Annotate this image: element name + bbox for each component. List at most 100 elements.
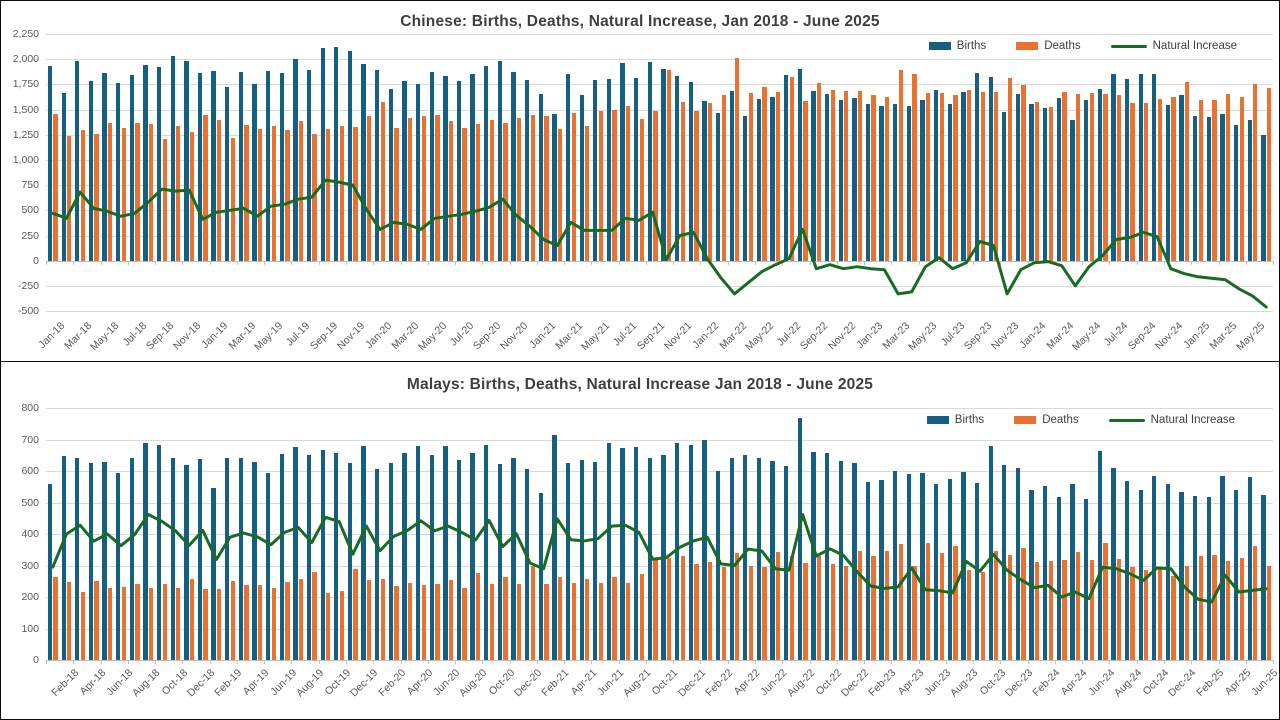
x-axis-tick [1163,660,1165,664]
x-axis-tick [1109,660,1111,664]
bar-births [1084,498,1089,660]
bar-births [484,66,489,261]
x-axis-tick [209,260,211,265]
bar-births [852,97,857,261]
bar-births [947,478,952,660]
bar-deaths [1253,546,1258,660]
bar-deaths [612,576,617,660]
bar-births [770,96,775,261]
x-axis-line [46,260,1273,262]
bar-births [811,91,816,261]
legend-item-natural-increase: Natural Increase [1108,414,1235,426]
gridline [46,134,1273,136]
x-axis-tick [591,660,593,664]
x-axis-tick [618,260,620,265]
x-axis-tick [373,660,375,664]
bar-births [1043,107,1048,261]
bar-births [402,453,407,660]
bar-births [893,103,898,261]
bar-births [252,84,257,261]
bar-deaths [94,581,99,661]
gridline [46,311,1273,312]
bar-deaths [1075,94,1081,261]
bar-deaths [871,95,876,261]
x-axis-tick [836,260,838,265]
bar-deaths [1198,556,1203,660]
x-axis-tick [891,660,893,664]
bar-births [702,100,707,261]
legend-item-deaths: Deaths [1016,40,1081,52]
x-tick-label: Feb-18 [48,666,81,699]
bar-deaths [885,96,890,261]
bar-births [306,454,312,660]
x-axis-tick [1000,660,1002,664]
x-axis-tick [1218,260,1220,265]
bar-births [265,472,271,660]
bar-births [647,458,653,660]
bar-births [1015,94,1021,261]
bar-births [729,91,734,261]
bar-deaths [1212,99,1217,261]
bar-deaths [557,576,563,660]
legend-item-births: Births [926,414,984,426]
bar-births [211,71,216,261]
y-tick-label: 300 [21,559,39,572]
bar-deaths [721,567,726,660]
bar-births [88,81,94,261]
bar-births [102,73,107,261]
x-axis-tick [155,260,157,265]
bar-deaths [203,114,208,261]
bar-births [797,417,802,661]
bar-deaths [121,127,126,261]
bar-deaths [653,110,658,261]
bar-deaths [994,92,999,261]
bar-deaths [1157,98,1163,261]
x-axis-tick [73,660,75,664]
bar-births [974,483,980,660]
legend-chinese: Births Deaths Natural Increase [928,40,1237,52]
bar-deaths [953,546,958,660]
bar-deaths [694,110,699,261]
bar-deaths [1048,106,1053,261]
bar-deaths [271,587,276,660]
bar-deaths [135,583,140,660]
x-axis-tick [509,660,511,664]
bar-births [129,75,134,261]
bar-deaths [1021,85,1026,261]
x-axis-tick [345,660,347,664]
bar-deaths [230,137,235,261]
bar-deaths [407,582,413,660]
bar-births [361,445,366,660]
bar-deaths [448,120,454,261]
bar-deaths [53,113,58,261]
bar-deaths [476,573,481,660]
bar-births [361,64,366,261]
bar-births [715,471,721,660]
bar-deaths [585,125,590,261]
gridline [46,84,1273,86]
x-axis-tick [700,660,702,664]
x-axis-tick [536,660,538,664]
bar-deaths [326,128,331,261]
bar-births [620,63,625,261]
x-axis-tick [945,660,947,664]
bar-births [511,457,516,660]
bar-deaths [571,582,576,660]
gridline [46,34,1273,35]
deaths-swatch-icon [1014,416,1037,424]
bar-births [1193,495,1198,660]
y-tick-label: 500 [21,204,39,217]
bar-births [961,471,966,660]
bar-births [797,69,802,261]
bar-births [784,75,789,261]
bar-deaths [148,588,154,660]
bar-births [634,446,639,660]
bar-births [1097,450,1102,660]
bar-deaths [1035,562,1040,660]
y-tick-label: 400 [21,528,39,540]
bar-deaths [898,544,904,660]
gridline [46,109,1273,111]
bar-deaths [285,129,290,261]
bar-deaths [966,90,972,261]
bar-deaths [598,110,604,261]
